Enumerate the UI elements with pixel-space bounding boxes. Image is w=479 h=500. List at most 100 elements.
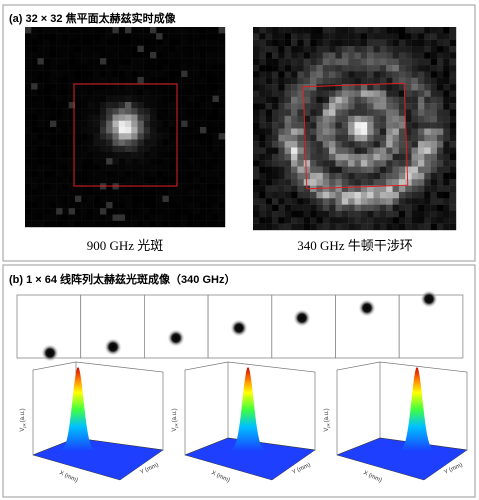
pixel — [31, 164, 38, 171]
pixel — [125, 164, 132, 171]
pixel — [37, 177, 44, 184]
pixel — [218, 164, 226, 171]
pixel — [181, 39, 188, 46]
pixel — [125, 27, 132, 34]
pixel — [143, 39, 151, 46]
pixel — [284, 109, 292, 117]
pixel — [175, 83, 182, 90]
pixel — [278, 122, 285, 129]
pixel — [62, 170, 69, 178]
pixel — [310, 141, 317, 148]
pixel — [379, 33, 387, 40]
pixel — [131, 83, 138, 90]
pixel — [297, 198, 304, 205]
pixel — [87, 39, 94, 46]
pixel — [206, 102, 213, 109]
pixel — [193, 45, 201, 53]
pixel — [50, 133, 57, 140]
pixel — [360, 166, 368, 174]
pixel — [37, 220, 44, 228]
pixel — [212, 108, 219, 115]
pixel — [93, 127, 101, 134]
pixel — [200, 139, 207, 146]
pixel — [303, 153, 311, 161]
pixel — [259, 160, 266, 167]
pixel — [392, 33, 400, 40]
pixel — [143, 95, 151, 103]
pixel — [31, 70, 38, 78]
pixel — [93, 164, 101, 171]
pixel — [392, 198, 400, 205]
pixel — [168, 52, 176, 59]
pixel — [56, 120, 63, 128]
pixel — [379, 179, 387, 186]
pixel — [87, 45, 94, 53]
z-axis-label: Vpk(a.u.) — [172, 408, 179, 431]
pixel — [436, 147, 444, 155]
pixel — [367, 217, 374, 224]
pixel — [125, 33, 132, 40]
pixel — [405, 147, 412, 155]
pixel — [93, 189, 101, 196]
pixel — [449, 65, 457, 72]
pixel — [436, 223, 444, 231]
pixel — [259, 77, 266, 85]
pixel — [43, 77, 51, 84]
pixel — [291, 109, 298, 117]
pixel — [50, 177, 57, 184]
pixel — [137, 139, 144, 146]
pixel — [206, 33, 213, 40]
pixel — [200, 164, 207, 171]
pixel — [303, 191, 311, 199]
pixel — [284, 115, 292, 123]
panel-label: (a) — [9, 13, 23, 25]
pixel — [348, 204, 355, 212]
pixel — [297, 122, 304, 129]
pixel — [156, 114, 163, 121]
pixel — [265, 90, 273, 97]
pixel — [56, 202, 63, 209]
pixel — [100, 202, 107, 209]
pixel — [329, 134, 336, 142]
pixel — [206, 77, 213, 84]
pixel — [37, 102, 44, 109]
pixel — [322, 217, 330, 224]
pixel — [443, 71, 450, 78]
pixel — [278, 153, 285, 161]
pixel — [335, 39, 343, 47]
pixel — [131, 70, 138, 78]
pixel — [272, 210, 279, 218]
pixel — [93, 214, 101, 221]
pixel — [131, 164, 138, 171]
pixel — [259, 185, 266, 193]
pixel — [341, 96, 349, 104]
pixel — [417, 204, 425, 212]
pixel — [181, 158, 188, 165]
pixel — [100, 145, 107, 153]
pixel — [62, 139, 69, 146]
pixel — [424, 90, 431, 97]
pixel — [150, 189, 157, 196]
pixel — [25, 183, 32, 190]
pixel — [303, 27, 311, 34]
pixel — [118, 158, 126, 165]
pixel — [100, 70, 107, 78]
pixel — [417, 179, 425, 186]
pixel — [62, 27, 69, 34]
pixel — [31, 83, 38, 90]
pixel — [25, 52, 32, 59]
pixel — [106, 33, 113, 40]
pixel — [278, 179, 285, 186]
pixel — [56, 195, 63, 203]
pixel — [316, 52, 323, 59]
pixel — [187, 58, 194, 65]
pixel — [162, 164, 169, 171]
pixel — [150, 202, 157, 209]
pixel — [316, 166, 323, 174]
pixel — [405, 223, 412, 231]
pixel — [25, 152, 32, 159]
pixel — [373, 115, 381, 123]
pixel — [398, 39, 406, 47]
pixel — [162, 108, 169, 115]
pixel — [291, 52, 298, 59]
